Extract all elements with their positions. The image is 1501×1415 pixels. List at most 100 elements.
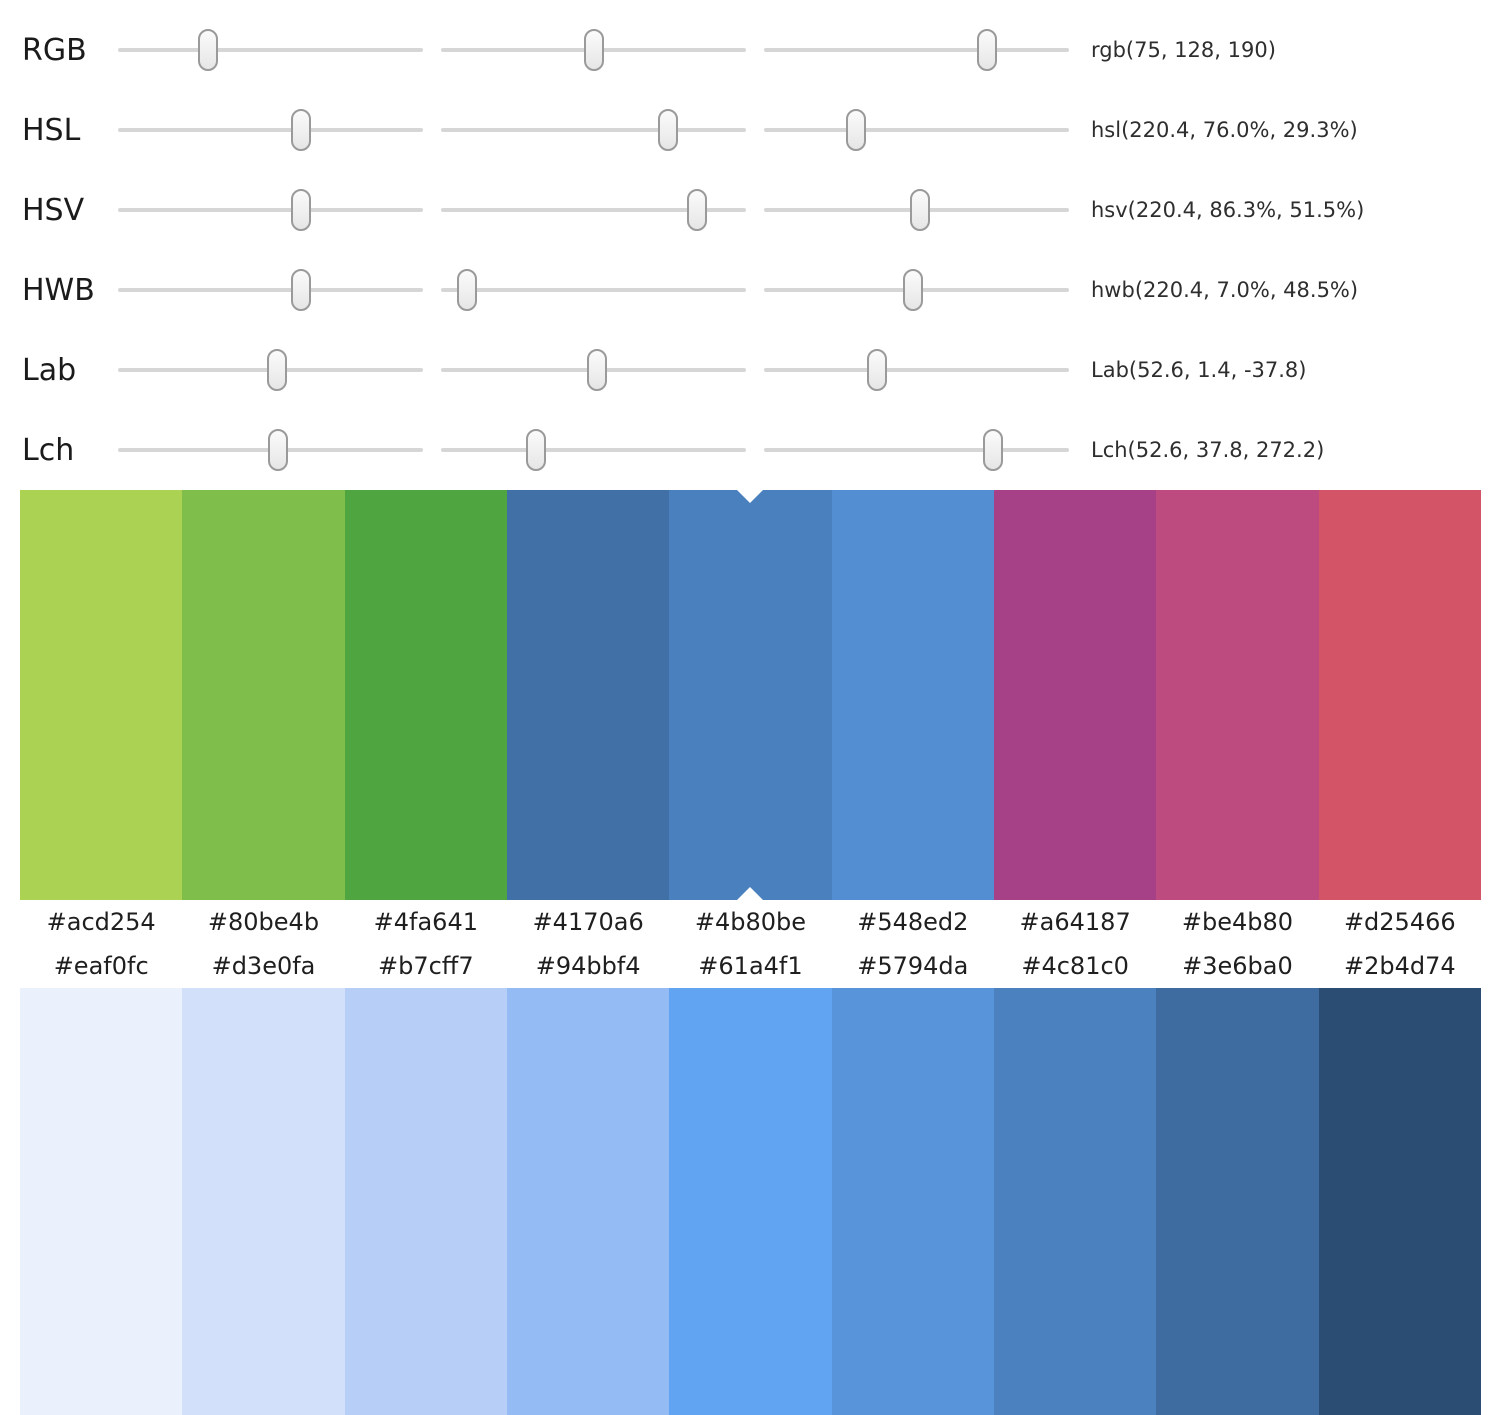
- slider-group: [118, 20, 1069, 80]
- swatch-hex-label: #be4b80: [1181, 908, 1294, 936]
- slider-track-hwb-0[interactable]: [118, 260, 423, 320]
- palette-swatch[interactable]: [1156, 988, 1319, 1415]
- palette-swatch[interactable]: [669, 988, 832, 1415]
- palette-swatch[interactable]: [506, 988, 670, 1415]
- slider-thumb[interactable]: [583, 29, 604, 71]
- selection-caret-top: [737, 490, 764, 503]
- slider-row-lch: Lch Lch(52.6, 37.8, 272.2): [0, 410, 1501, 490]
- palette-swatch[interactable]: [993, 490, 1157, 900]
- slider-row-hsl: HSL hsl(220.4, 76.0%, 29.3%): [0, 90, 1501, 170]
- slider-group: [118, 420, 1069, 480]
- slider-row-lab: Lab Lab(52.6, 1.4, -37.8): [0, 330, 1501, 410]
- swatch-hex-label: #3e6ba0: [1182, 952, 1293, 980]
- slider-thumb[interactable]: [687, 189, 708, 231]
- palette-swatch[interactable]: [831, 490, 994, 900]
- palette-swatch[interactable]: [506, 490, 670, 900]
- swatch-hex-label: #5794da: [857, 952, 969, 980]
- swatch-hex-label: #a64187: [1019, 908, 1131, 936]
- slider-track-lch-0[interactable]: [118, 420, 423, 480]
- slider-track-lch-1[interactable]: [441, 420, 746, 480]
- swatch-hex-label: #d3e0fa: [211, 952, 316, 980]
- palette-swatch[interactable]: [182, 988, 345, 1415]
- palette-swatch[interactable]: [344, 490, 507, 900]
- color-value-readout: hwb(220.4, 7.0%, 48.5%): [1091, 278, 1359, 302]
- slider-thumb[interactable]: [268, 429, 289, 471]
- slider-track-rgb-1[interactable]: [441, 20, 746, 80]
- slider-thumb[interactable]: [525, 429, 546, 471]
- palette-swatch[interactable]: [182, 490, 345, 900]
- slider-thumb[interactable]: [845, 109, 866, 151]
- slider-track-hwb-2[interactable]: [764, 260, 1069, 320]
- swatch-hex-label: #4b80be: [694, 908, 807, 936]
- colorspace-label: HWB: [22, 272, 95, 308]
- palette-swatch[interactable]: [1318, 988, 1481, 1415]
- slider-track-hsv-2[interactable]: [764, 180, 1069, 240]
- slider-thumb[interactable]: [909, 189, 930, 231]
- shades-palette-hex-labels: #eaf0fc #d3e0fa #b7cff7 #94bbf4 #61a4f1 #5794…: [20, 944, 1481, 988]
- main-palette-hex-labels: #acd254 #80be4b #4fa641 #4170a6 #4b80be #548e…: [20, 900, 1481, 944]
- slider-group: [118, 260, 1069, 320]
- slider-track-lab-1[interactable]: [441, 340, 746, 400]
- slider-group: [118, 100, 1069, 160]
- palette-swatch[interactable]: [20, 988, 183, 1415]
- palette-swatch[interactable]: [1318, 490, 1481, 900]
- color-value-readout: Lch(52.6, 37.8, 272.2): [1091, 438, 1325, 462]
- slider-track-rgb-0[interactable]: [118, 20, 423, 80]
- swatch-hex-label: #4c81c0: [1021, 952, 1129, 980]
- slider-track-hsv-1[interactable]: [441, 180, 746, 240]
- swatch-hex-label: #61a4f1: [698, 952, 803, 980]
- slider-track-lch-2[interactable]: [764, 420, 1069, 480]
- colorspace-label: RGB: [22, 32, 87, 68]
- main-palette: [20, 490, 1481, 900]
- palette-swatch[interactable]: [669, 490, 832, 900]
- slider-row-hsv: HSV hsv(220.4, 86.3%, 51.5%): [0, 170, 1501, 250]
- swatch-hex-label: #d25466: [1343, 908, 1456, 936]
- slider-thumb[interactable]: [291, 269, 311, 311]
- colorspace-label: HSL: [22, 112, 81, 148]
- slider-thumb[interactable]: [658, 109, 679, 151]
- color-value-readout: hsl(220.4, 76.0%, 29.3%): [1091, 118, 1358, 142]
- slider-thumb[interactable]: [903, 269, 924, 311]
- color-value-readout: Lab(52.6, 1.4, -37.8): [1091, 358, 1307, 382]
- slider-row-hwb: HWB hwb(220.4, 7.0%, 48.5%): [0, 250, 1501, 330]
- swatch-hex-label: #94bbf4: [535, 952, 641, 980]
- slider-track-lab-2[interactable]: [764, 340, 1069, 400]
- slider-thumb[interactable]: [291, 189, 311, 231]
- slider-track-hwb-1[interactable]: [441, 260, 746, 320]
- slider-track-lab-0[interactable]: [118, 340, 423, 400]
- colorspace-label: Lch: [22, 432, 75, 468]
- palette-swatch[interactable]: [993, 988, 1157, 1415]
- slider-track-hsv-0[interactable]: [118, 180, 423, 240]
- slider-group: [118, 180, 1069, 240]
- swatch-hex-label: #80be4b: [207, 908, 320, 936]
- slider-thumb[interactable]: [586, 349, 607, 391]
- slider-track-rgb-2[interactable]: [764, 20, 1069, 80]
- swatch-hex-label: #4fa641: [373, 908, 478, 936]
- color-value-readout: rgb(75, 128, 190): [1091, 38, 1276, 62]
- swatch-hex-label: #2b4d74: [1343, 952, 1456, 980]
- slider-track-hsl-2[interactable]: [764, 100, 1069, 160]
- color-value-readout: hsv(220.4, 86.3%, 51.5%): [1091, 198, 1365, 222]
- colorspace-label: HSV: [22, 192, 85, 228]
- selection-caret-bottom: [737, 887, 764, 900]
- swatch-hex-label: #eaf0fc: [53, 952, 149, 980]
- slider-thumb[interactable]: [866, 349, 887, 391]
- slider-track-hsl-0[interactable]: [118, 100, 423, 160]
- slider-thumb[interactable]: [291, 109, 311, 151]
- slider-track-hsl-1[interactable]: [441, 100, 746, 160]
- slider-thumb[interactable]: [982, 429, 1003, 471]
- slider-group: [118, 340, 1069, 400]
- shades-palette: [20, 988, 1481, 1415]
- slider-thumb[interactable]: [197, 29, 218, 71]
- swatch-hex-label: #b7cff7: [378, 952, 474, 980]
- palette-swatch[interactable]: [344, 988, 507, 1415]
- palette-swatch[interactable]: [20, 490, 183, 900]
- colorspace-label: Lab: [22, 352, 77, 388]
- palette-swatch[interactable]: [1156, 490, 1319, 900]
- slider-thumb[interactable]: [266, 349, 287, 391]
- swatch-hex-label: #4170a6: [532, 908, 644, 936]
- palette-swatch[interactable]: [831, 988, 994, 1415]
- slider-thumb[interactable]: [456, 269, 477, 311]
- slider-thumb[interactable]: [976, 29, 997, 71]
